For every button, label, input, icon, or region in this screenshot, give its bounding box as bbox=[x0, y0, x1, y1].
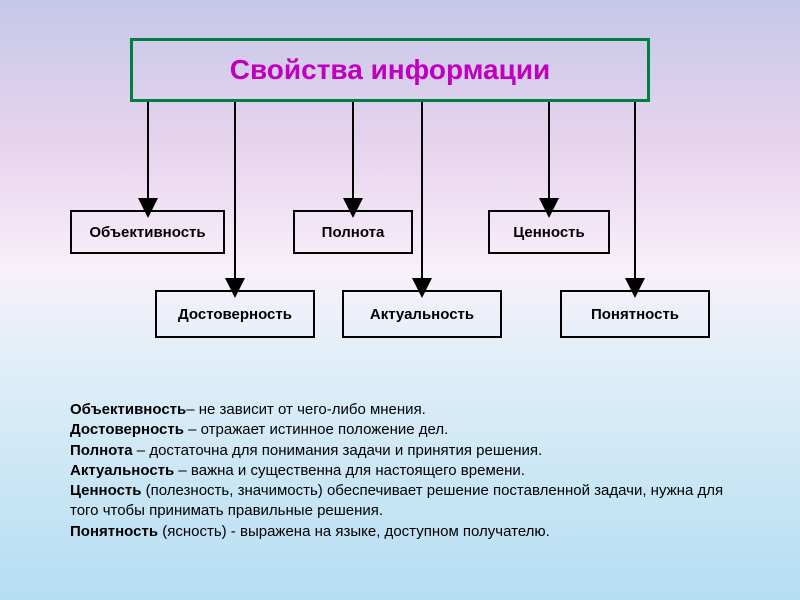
definition-text: не зависит от чего-либо мнения. bbox=[199, 401, 426, 418]
definition-term: Актуальность bbox=[70, 462, 174, 479]
definition-term: Понятность bbox=[70, 523, 158, 540]
diagram-title-box: Свойства информации bbox=[130, 38, 650, 102]
definition-term: Ценность bbox=[70, 482, 141, 499]
definition-line: Понятность (ясность) - выражена на языке… bbox=[70, 522, 730, 542]
property-label: Достоверность bbox=[178, 306, 292, 323]
definition-text: (ясность) - выражена на языке, доступном… bbox=[162, 523, 550, 540]
property-box-pon: Понятность bbox=[560, 290, 710, 338]
definition-term: Полнота bbox=[70, 442, 133, 459]
definition-line: Достоверность – отражает истинное положе… bbox=[70, 420, 730, 440]
definition-text: (полезность, значимость) обеспечивает ре… bbox=[70, 482, 723, 519]
property-box-pol: Полнота bbox=[293, 210, 413, 254]
definition-line: Ценность (полезность, значимость) обеспе… bbox=[70, 481, 730, 522]
property-label: Полнота bbox=[322, 224, 385, 241]
property-box-akt: Актуальность bbox=[342, 290, 502, 338]
definition-line: Актуальность – важна и существенна для н… bbox=[70, 461, 730, 481]
property-label: Объективность bbox=[89, 224, 205, 241]
property-label: Понятность bbox=[591, 306, 679, 323]
property-label: Актуальность bbox=[370, 306, 474, 323]
definition-text: важна и существенна для настоящего време… bbox=[191, 462, 525, 479]
definition-term: Достоверность bbox=[70, 421, 184, 438]
property-box-cen: Ценность bbox=[488, 210, 610, 254]
property-box-obj: Объективность bbox=[70, 210, 225, 254]
property-box-dos: Достоверность bbox=[155, 290, 315, 338]
definition-line: Полнота – достаточна для понимания задач… bbox=[70, 441, 730, 461]
definition-text: достаточна для понимания задачи и принят… bbox=[149, 442, 542, 459]
property-label: Ценность bbox=[513, 224, 584, 241]
diagram-title-text: Свойства информации bbox=[230, 54, 551, 86]
definition-line: Объективность– не зависит от чего-либо м… bbox=[70, 400, 730, 420]
definition-term: Объективность bbox=[70, 401, 186, 418]
definitions-block: Объективность– не зависит от чего-либо м… bbox=[70, 400, 730, 542]
definition-text: отражает истинное положение дел. bbox=[201, 421, 449, 438]
